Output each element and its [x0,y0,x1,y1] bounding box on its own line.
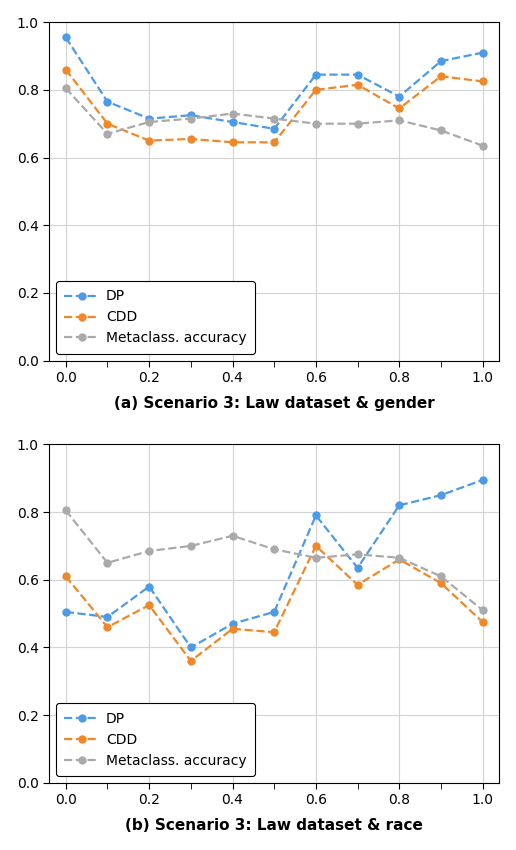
DP [354,70,361,80]
CDD [438,578,444,588]
Metaclass. accuracy [230,530,236,541]
DP [188,643,194,653]
DP [479,48,486,58]
Line: DP: DP [62,34,486,133]
CDD [104,119,110,129]
Metaclass. accuracy [438,571,444,581]
CDD [479,617,486,627]
Line: CDD: CDD [62,542,486,665]
DP [313,70,319,80]
Metaclass. accuracy [271,114,277,124]
Metaclass. accuracy [62,83,69,94]
Metaclass. accuracy [146,117,152,128]
Metaclass. accuracy [396,116,402,126]
CDD [146,135,152,145]
CDD [271,137,277,147]
DP [104,97,110,107]
Metaclass. accuracy [313,119,319,129]
Legend: DP, CDD, Metaclass. accuracy: DP, CDD, Metaclass. accuracy [56,703,255,776]
Metaclass. accuracy [438,125,444,135]
DP [230,619,236,629]
Metaclass. accuracy [188,114,194,124]
CDD [354,580,361,590]
CDD [271,627,277,638]
Metaclass. accuracy [396,552,402,563]
DP [188,110,194,121]
DP [479,475,486,485]
DP [396,92,402,102]
DP [104,612,110,622]
Metaclass. accuracy [104,128,110,139]
CDD [62,571,69,581]
DP [62,32,69,42]
DP [396,500,402,510]
DP [62,607,69,617]
CDD [146,600,152,610]
CDD [230,137,236,147]
Metaclass. accuracy [271,544,277,554]
CDD [188,656,194,666]
Line: DP: DP [62,477,486,651]
DP [146,114,152,124]
DP [146,581,152,592]
Metaclass. accuracy [479,605,486,615]
Metaclass. accuracy [354,549,361,559]
Metaclass. accuracy [479,140,486,150]
Metaclass. accuracy [230,109,236,119]
CDD [62,65,69,75]
CDD [313,541,319,551]
Metaclass. accuracy [354,119,361,129]
DP [438,56,444,66]
CDD [188,133,194,144]
DP [271,123,277,133]
CDD [104,622,110,632]
Metaclass. accuracy [313,552,319,563]
Metaclass. accuracy [188,541,194,551]
CDD [479,76,486,87]
DP [313,510,319,520]
DP [230,117,236,128]
Line: Metaclass. accuracy: Metaclass. accuracy [62,507,486,614]
DP [438,490,444,501]
Metaclass. accuracy [62,505,69,515]
CDD [354,80,361,90]
Legend: DP, CDD, Metaclass. accuracy: DP, CDD, Metaclass. accuracy [56,281,255,354]
CDD [230,624,236,634]
CDD [313,85,319,95]
DP [271,607,277,617]
CDD [396,104,402,114]
Metaclass. accuracy [104,558,110,568]
X-axis label: (a) Scenario 3: Law dataset & gender: (a) Scenario 3: Law dataset & gender [114,396,434,411]
CDD [438,71,444,82]
Line: Metaclass. accuracy: Metaclass. accuracy [62,85,486,149]
CDD [396,554,402,564]
DP [354,563,361,573]
Line: CDD: CDD [62,66,486,146]
Metaclass. accuracy [146,546,152,556]
X-axis label: (b) Scenario 3: Law dataset & race: (b) Scenario 3: Law dataset & race [125,819,423,833]
